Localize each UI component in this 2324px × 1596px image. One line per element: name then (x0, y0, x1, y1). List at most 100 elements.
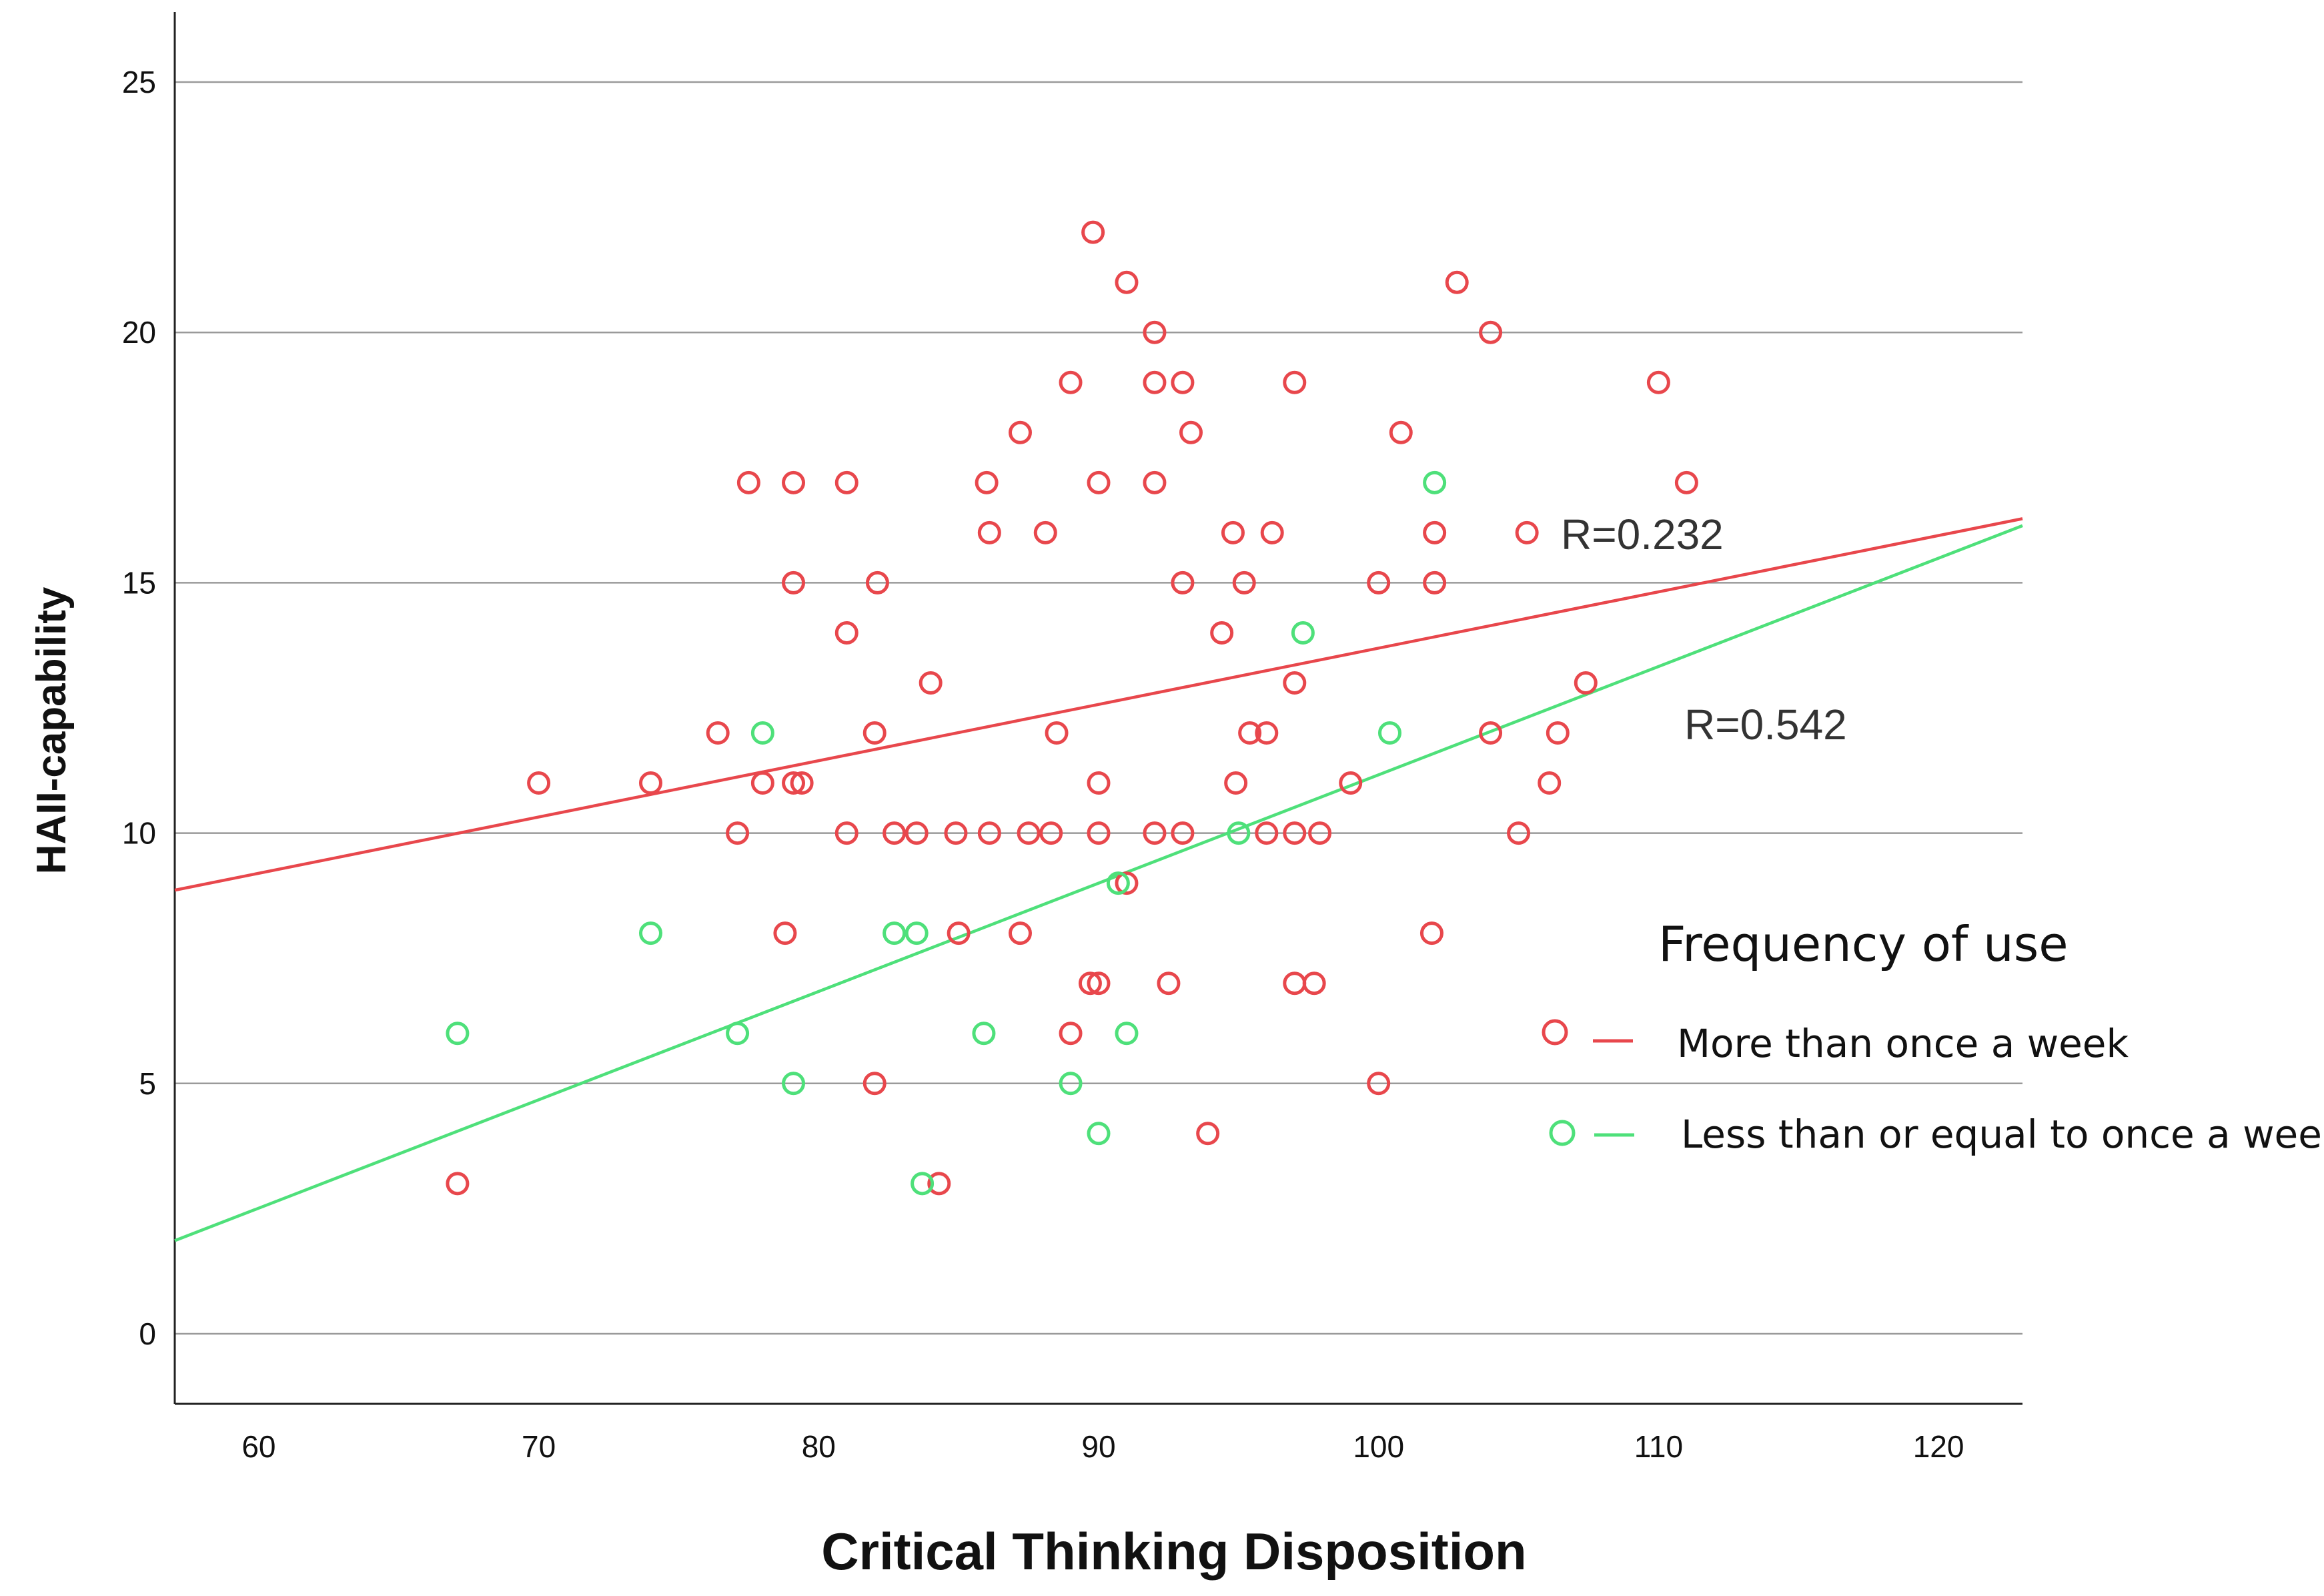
data-point-series-0 (1283, 971, 1307, 995)
data-point-series-0 (1171, 821, 1195, 845)
x-tick-label: 100 (1353, 1429, 1404, 1464)
data-point-series-0 (1423, 520, 1447, 544)
x-tick-label: 90 (1081, 1429, 1115, 1464)
data-point-series-0 (773, 921, 797, 945)
data-point-series-0 (919, 671, 943, 695)
data-point-series-0 (1232, 570, 1256, 594)
data-point-series-0 (1283, 671, 1307, 695)
data-point-series-0 (1367, 1072, 1391, 1096)
data-point-series-1 (446, 1022, 470, 1046)
data-point-series-0 (1087, 771, 1111, 795)
data-point-series-0 (977, 821, 1001, 845)
data-point-series-1 (972, 1022, 996, 1046)
data-point-series-1 (905, 921, 929, 945)
y-tick-label: 15 (122, 565, 156, 600)
legend: Frequency of use More than once a week L… (1542, 916, 2324, 1157)
data-point-series-0 (834, 621, 858, 645)
y-tick-label: 10 (122, 816, 156, 851)
data-point-series-0 (1308, 821, 1332, 845)
data-point-series-0 (1210, 621, 1234, 645)
data-point-series-0 (1008, 921, 1032, 945)
data-point-series-0 (862, 721, 887, 745)
data-point-series-1 (726, 1022, 750, 1046)
data-point-series-0 (1260, 520, 1284, 544)
data-point-series-1 (1423, 470, 1447, 494)
data-point-series-0 (944, 821, 968, 845)
data-point-series-0 (1157, 971, 1181, 995)
data-point-series-0 (1171, 370, 1195, 394)
fit-line-series-1 (174, 524, 2023, 1242)
data-point-series-0 (1283, 370, 1307, 394)
data-point-series-1 (638, 921, 662, 945)
data-point-series-0 (1143, 470, 1167, 494)
data-point-series-0 (1538, 771, 1562, 795)
y-tick-label: 5 (139, 1066, 156, 1101)
data-point-series-0 (1339, 771, 1363, 795)
x-tick-label: 120 (1913, 1429, 1964, 1464)
data-point-series-0 (1546, 721, 1570, 745)
data-point-series-0 (862, 1072, 887, 1096)
data-point-series-1 (750, 721, 774, 745)
data-point-series-0 (947, 921, 971, 945)
tick-labels: 0 5 10 15 20 25 60 70 80 90 100 110 120 (122, 65, 1964, 1464)
data-point-series-0 (782, 771, 806, 795)
data-point-series-1 (1106, 871, 1130, 895)
data-point-series-1 (883, 921, 907, 945)
y-axis-title: HAII-capability (29, 586, 75, 874)
annotation-r-more: R=0.232 (1561, 510, 1724, 558)
fit-line-series-0 (174, 517, 2023, 892)
data-point-series-0 (977, 520, 1001, 544)
data-point-series-0 (527, 771, 551, 795)
data-point-series-0 (1078, 971, 1102, 995)
data-point-series-0 (1115, 270, 1139, 294)
data-point-series-0 (1255, 721, 1279, 745)
data-point-series-0 (1143, 320, 1167, 344)
data-point-series-0 (1419, 921, 1443, 945)
data-point-series-0 (1302, 971, 1326, 995)
data-point-series-0 (1171, 570, 1195, 594)
data-point-series-0 (1445, 270, 1469, 294)
legend-label-more: More than once a week (1677, 1021, 2129, 1066)
legend-title: Frequency of use (1658, 916, 2069, 972)
data-point-series-0 (905, 821, 929, 845)
data-point-series-1 (1227, 821, 1251, 845)
data-point-series-0 (1087, 470, 1111, 494)
x-tick-label: 70 (522, 1429, 556, 1464)
x-tick-label: 80 (802, 1429, 836, 1464)
data-point-series-0 (1646, 370, 1670, 394)
data-point-series-0 (1081, 220, 1105, 244)
axes (173, 12, 2022, 1405)
data-point-series-0 (1033, 520, 1057, 544)
data-point-series-0 (927, 1172, 951, 1196)
data-point-series-0 (1143, 821, 1167, 845)
legend-marker-less (1549, 1120, 1576, 1146)
data-point-series-0 (1221, 520, 1245, 544)
data-point-series-0 (1674, 470, 1698, 494)
data-point-series-0 (1059, 370, 1083, 394)
data-point-series-0 (1423, 570, 1447, 594)
data-point-series-0 (1479, 320, 1503, 344)
annotation-r-less: R=0.542 (1684, 701, 1847, 749)
data-points (446, 220, 1698, 1196)
legend-label-less: Less than or equal to once a week (1681, 1112, 2324, 1157)
data-point-series-0 (834, 821, 858, 845)
data-point-series-0 (834, 470, 858, 494)
legend-marker-more (1542, 1019, 1568, 1046)
data-point-series-0 (1574, 671, 1598, 695)
data-point-series-0 (1515, 520, 1539, 544)
data-point-series-0 (1389, 420, 1413, 444)
data-point-series-1 (1087, 1122, 1111, 1146)
data-point-series-0 (1224, 771, 1248, 795)
data-point-series-0 (1087, 971, 1111, 995)
data-point-series-0 (1045, 721, 1069, 745)
data-point-series-0 (706, 721, 730, 745)
data-point-series-0 (975, 470, 999, 494)
data-point-series-0 (782, 470, 806, 494)
x-axis-title: Critical Thinking Disposition (821, 1522, 1526, 1581)
data-point-series-0 (865, 570, 889, 594)
data-point-series-0 (726, 821, 750, 845)
fit-lines (174, 517, 2023, 1242)
data-point-series-0 (1143, 370, 1167, 394)
y-tick-label: 0 (139, 1316, 156, 1351)
